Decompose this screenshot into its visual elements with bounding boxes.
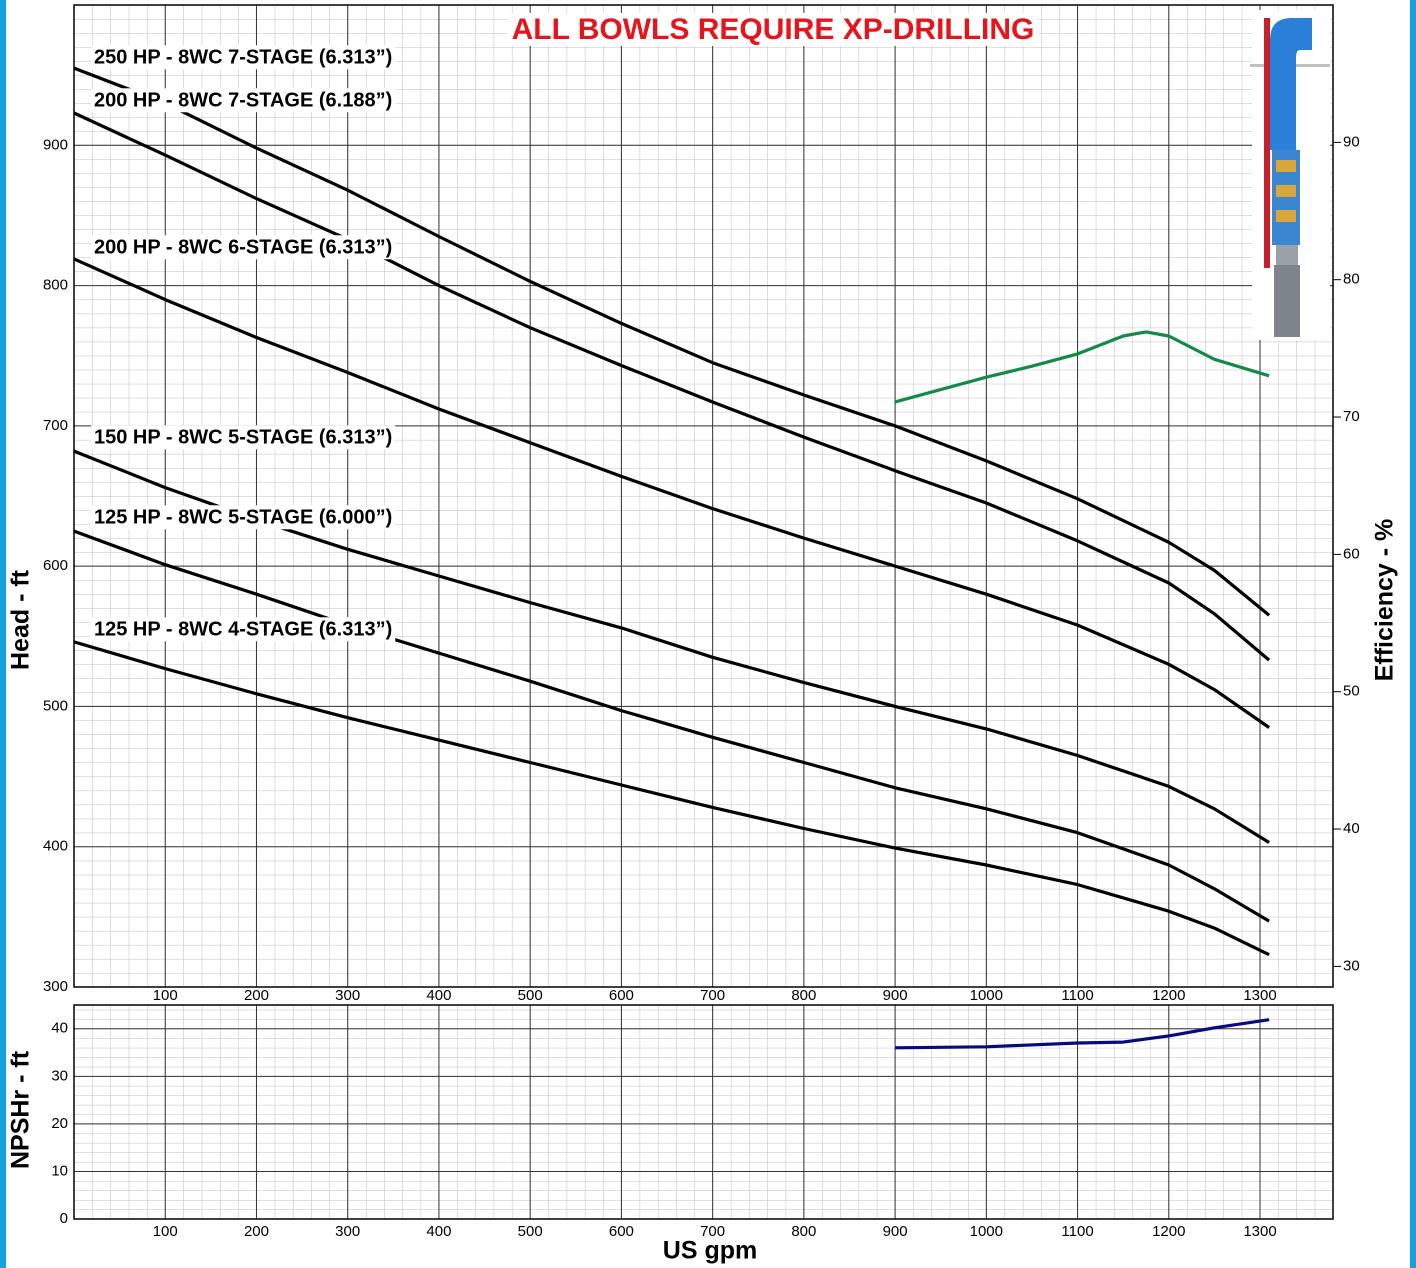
x-tick-label: 600 — [609, 987, 634, 1004]
curve-label: 125 HP - 8WC 4-STAGE (6.313”) — [94, 618, 392, 640]
x-tick-label: 900 — [883, 1223, 908, 1240]
annotation-background — [91, 45, 396, 70]
curve-label: 200 HP - 8WC 6-STAGE (6.313”) — [94, 236, 392, 258]
y-tick-label: 400 — [43, 838, 68, 855]
title-background — [507, 12, 1039, 46]
y-tick-label: 500 — [43, 697, 68, 714]
y2-tick-label: 90 — [1343, 133, 1360, 150]
plot-frame — [73, 4, 1334, 988]
x-tick-label: 1300 — [1243, 987, 1276, 1004]
x-tick-label: 100 — [153, 1223, 178, 1240]
curve-label: 150 HP - 8WC 5-STAGE (6.313”) — [94, 426, 392, 448]
series-line — [894, 330, 1270, 404]
x-tick-label: 200 — [244, 987, 269, 1004]
x-tick-label: 700 — [700, 987, 725, 1004]
y2-tick-label: 80 — [1343, 271, 1360, 288]
curve-label: 125 HP - 8WC 5-STAGE (6.000”) — [94, 506, 392, 528]
x-tick-label: 1300 — [1243, 1223, 1276, 1240]
y-tick-label: 30 — [51, 1067, 68, 1084]
x-tick-label: 100 — [153, 987, 178, 1004]
y2-tick-label: 70 — [1343, 408, 1360, 425]
x-tick-label: 1100 — [1061, 1223, 1093, 1240]
y2-tick-label: 50 — [1343, 683, 1360, 700]
x-tick-label: 300 — [335, 1223, 360, 1240]
annotation-background — [91, 235, 396, 260]
annotation-background — [91, 425, 396, 450]
pump-illustration — [1250, 10, 1330, 340]
annotation-background — [91, 505, 396, 530]
series-line — [895, 1018, 1270, 1050]
x-tick-label: 900 — [883, 987, 908, 1004]
annotation-background — [91, 617, 396, 642]
x-tick-label: 800 — [791, 987, 816, 1004]
series-line — [73, 529, 1270, 923]
x-tick-label: 500 — [518, 987, 543, 1004]
x-tick-label: 1000 — [970, 1223, 1003, 1240]
series-line — [73, 640, 1270, 957]
x-tick-label: 1000 — [970, 987, 1003, 1004]
y-tick-label: 300 — [43, 978, 68, 995]
x-tick-label: 200 — [244, 1223, 269, 1240]
series-line — [73, 449, 1270, 844]
curve-label: 200 HP - 8WC 7-STAGE (6.188”) — [94, 89, 392, 111]
annotation-background — [91, 88, 396, 113]
series-line — [73, 66, 1271, 617]
plot-area — [74, 1005, 1333, 1219]
y-tick-label: 600 — [43, 557, 68, 574]
x-axis-label: US gpm — [663, 1237, 757, 1265]
y-tick-label: 40 — [51, 1020, 68, 1037]
chart-title: ALL BOWLS REQUIRE XP-DRILLING — [512, 13, 1035, 46]
y-axis-label: NPSHr - ft — [7, 1050, 35, 1169]
curve-label: 250 HP - 8WC 7-STAGE (6.313”) — [94, 46, 392, 68]
y2-tick-label: 30 — [1343, 957, 1360, 974]
y-tick-label: 10 — [51, 1162, 68, 1179]
y2-tick-label: 40 — [1343, 820, 1360, 837]
y-tick-label: 0 — [60, 1210, 68, 1227]
x-tick-label: 800 — [791, 1223, 816, 1240]
y-tick-label: 800 — [43, 277, 68, 294]
x-tick-label: 700 — [700, 1223, 725, 1240]
x-tick-label: 400 — [426, 987, 451, 1004]
y2-tick-label: 60 — [1343, 545, 1360, 562]
x-tick-label: 1100 — [1061, 987, 1093, 1004]
x-tick-label: 600 — [609, 1223, 634, 1240]
series-line — [73, 111, 1271, 662]
x-tick-label: 1200 — [1152, 1223, 1185, 1240]
y-axis-label: Head - ft — [7, 569, 35, 670]
x-tick-label: 400 — [426, 1223, 451, 1240]
plot-frame — [73, 1004, 1334, 1220]
y2-axis-label: Efficiency - % — [1371, 519, 1399, 682]
x-tick-label: 300 — [335, 987, 360, 1004]
series-line — [73, 257, 1271, 729]
plot-area — [74, 5, 1333, 987]
y-tick-label: 700 — [43, 417, 68, 434]
x-tick-label: 1200 — [1152, 987, 1185, 1004]
x-tick-label: 500 — [518, 1223, 543, 1240]
y-tick-label: 20 — [51, 1115, 68, 1132]
y-tick-label: 900 — [43, 136, 68, 153]
